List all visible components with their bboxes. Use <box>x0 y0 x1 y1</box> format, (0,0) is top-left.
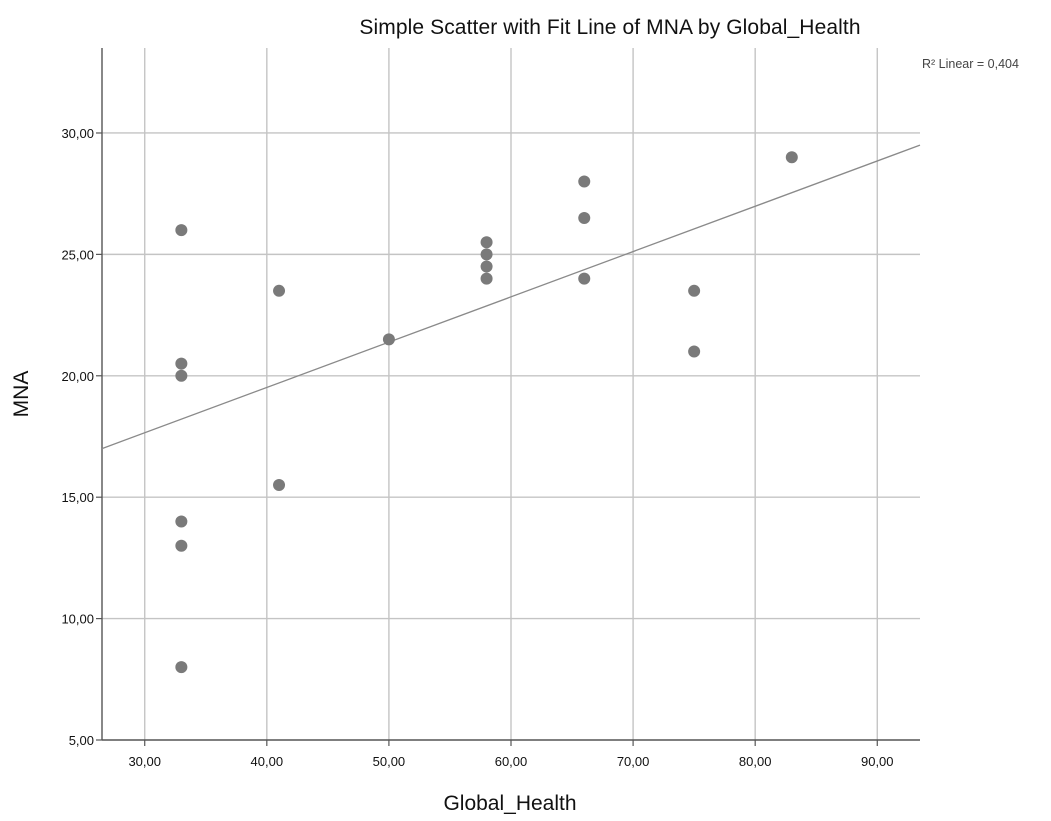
data-point <box>578 175 591 188</box>
axes <box>96 48 920 746</box>
data-point <box>578 211 591 224</box>
fit-line <box>101 144 921 450</box>
data-point <box>175 661 188 674</box>
x-axis-label: Global_Health <box>443 792 577 815</box>
y-tick-label: 10,00 <box>61 612 94 627</box>
data-point <box>273 479 286 492</box>
y-tick-label: 30,00 <box>61 126 94 141</box>
data-point <box>175 515 188 528</box>
x-tick-label: 60,00 <box>495 754 528 769</box>
data-point <box>688 284 701 297</box>
grid <box>102 48 920 740</box>
y-tick-label: 25,00 <box>61 247 94 262</box>
x-tick-label: 80,00 <box>739 754 772 769</box>
data-point <box>273 284 286 297</box>
data-points <box>175 151 798 674</box>
data-point <box>785 151 798 164</box>
y-tick-label: 20,00 <box>61 369 94 384</box>
y-tick-label: 15,00 <box>61 490 94 505</box>
data-point <box>480 272 493 285</box>
data-point <box>175 224 188 237</box>
data-point <box>175 539 188 552</box>
x-tick-label: 90,00 <box>861 754 894 769</box>
x-tick-label: 30,00 <box>128 754 161 769</box>
data-point <box>480 236 493 249</box>
data-point <box>688 345 701 358</box>
tick-labels: 30,00 40,00 50,00 60,00 70,00 80,00 90,00 5,00 1… <box>61 126 893 769</box>
x-tick-label: 50,00 <box>373 754 406 769</box>
data-point <box>175 369 188 382</box>
data-point <box>480 260 493 273</box>
r2-annotation: R² Linear = 0,404 <box>922 57 1019 71</box>
fit-line-layer <box>101 144 921 450</box>
data-point <box>480 248 493 261</box>
data-point <box>578 272 591 285</box>
data-point <box>175 357 188 370</box>
x-tick-label: 40,00 <box>251 754 284 769</box>
data-point <box>382 333 395 346</box>
chart-title: Simple Scatter with Fit Line of MNA by G… <box>359 16 861 39</box>
x-tick-label: 70,00 <box>617 754 650 769</box>
y-tick-label: 5,00 <box>69 733 94 748</box>
